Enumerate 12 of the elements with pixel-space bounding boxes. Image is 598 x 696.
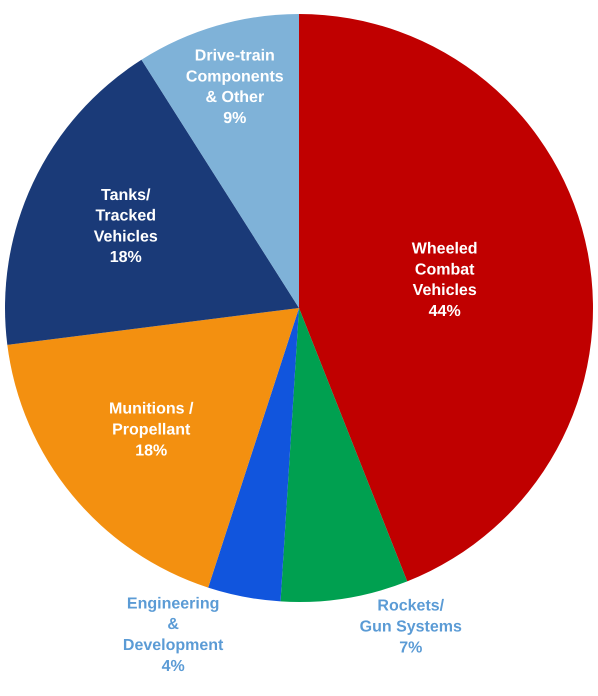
data-label: 18%	[135, 442, 168, 460]
slice-label: Wheeled Combat Vehicles	[412, 240, 478, 300]
data-label: 7%	[399, 639, 422, 656]
data-label: 18%	[110, 249, 142, 266]
slice-label: Tanks/ Tracked Vehicles	[94, 186, 158, 246]
slice-label: Rockets/ Gun Systems	[360, 598, 462, 636]
data-label: 4%	[162, 658, 185, 675]
slice-label: Engineering & Development	[122, 595, 224, 654]
slice-label: Drive-train Components & Other	[186, 48, 284, 106]
data-label: 44%	[428, 302, 461, 320]
slice-label: Munitions / Propellant	[109, 400, 194, 439]
data-label: 9%	[223, 110, 246, 127]
